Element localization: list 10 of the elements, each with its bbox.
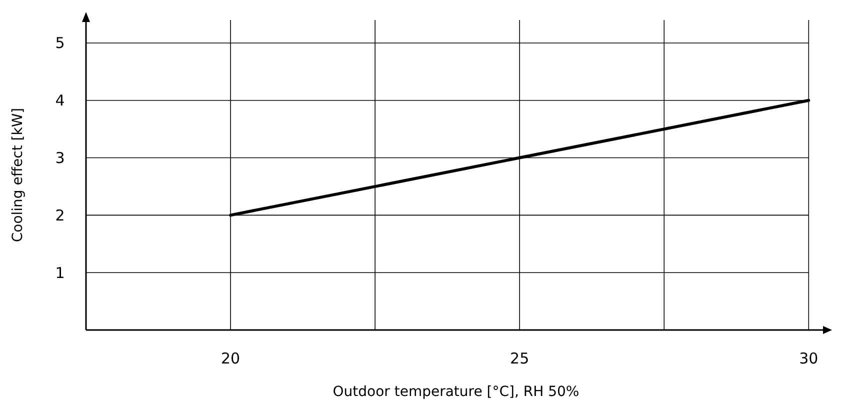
y-axis-title: Cooling effect [kW] <box>10 108 26 242</box>
y-tick-label: 2 <box>55 206 65 224</box>
y-tick-label: 4 <box>55 92 65 110</box>
x-axis-title: Outdoor temperature [°C], RH 50% <box>332 384 580 400</box>
x-tick-label: 30 <box>799 349 818 368</box>
x-tick-label: 25 <box>510 349 530 368</box>
y-tick-label: 5 <box>55 34 65 52</box>
y-tick-label: 3 <box>55 149 65 168</box>
y-tick-label: 1 <box>55 264 65 282</box>
x-tick-label: 20 <box>220 349 240 368</box>
